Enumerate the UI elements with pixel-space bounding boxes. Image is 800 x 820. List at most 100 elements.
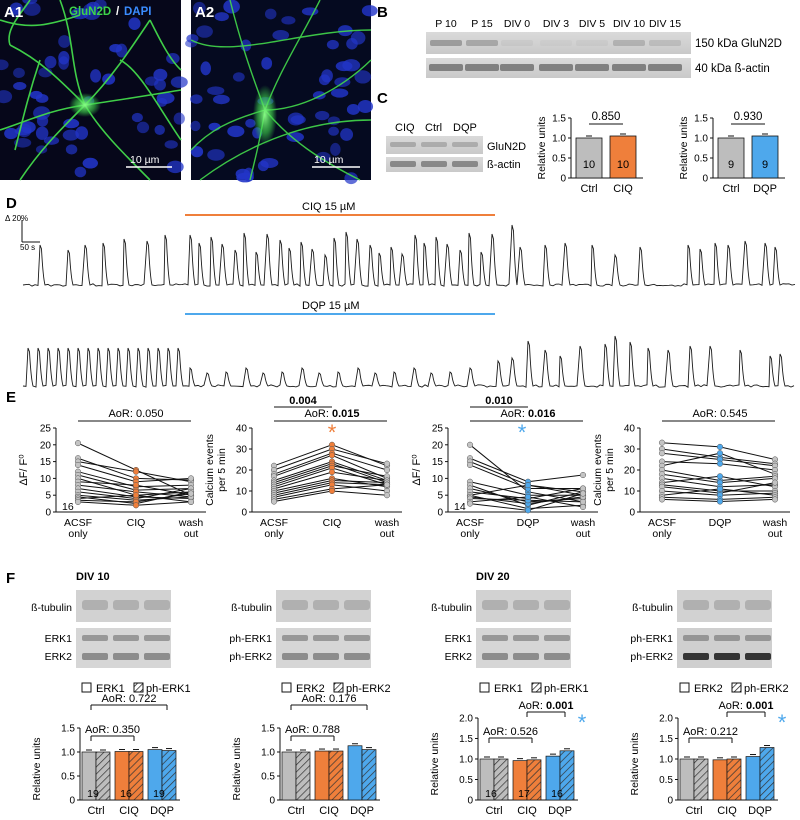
data-point <box>187 475 195 482</box>
x-tick-line: ACSF <box>456 517 484 529</box>
bar-ciq-total <box>314 750 330 801</box>
band <box>452 161 478 167</box>
dapi-nucleus <box>65 144 78 155</box>
y-tick-label: 15 <box>432 457 444 468</box>
p-value: 0.850 <box>592 111 621 123</box>
paired-line <box>469 457 584 483</box>
y-tick-label: 1.5 <box>61 724 75 735</box>
blot-f-label-erk2: ph-ERK2 <box>229 651 272 663</box>
band-actin <box>648 64 682 71</box>
y-tick-label: 5 <box>437 491 443 502</box>
band-erk2 <box>745 653 771 660</box>
band-glun2d <box>613 40 645 46</box>
x-tick-label: wash out <box>762 517 788 540</box>
band-tubulin <box>714 600 740 610</box>
legend-label-solid: ERK2 <box>694 683 723 695</box>
y-tick-label: 40 <box>236 424 248 435</box>
bar-dqp-phospho <box>361 749 377 801</box>
y-tick-label: 10 <box>432 474 444 485</box>
x-tick-label: wash out <box>374 517 400 540</box>
y-axis-label: per 5 min <box>604 448 616 492</box>
band <box>390 161 416 167</box>
y-tick-label: 1.0 <box>552 134 566 145</box>
legend-label-hatched: ph-ERK2 <box>346 683 391 695</box>
dapi-nucleus <box>232 72 245 82</box>
bar-ciq-phospho <box>526 759 542 801</box>
panel-letter-a1: A1 <box>4 4 23 21</box>
blot-b-glun2d <box>426 32 691 54</box>
band-tubulin <box>745 600 771 610</box>
legend-label-solid: ERK1 <box>494 683 523 695</box>
data-point <box>74 461 82 469</box>
data-point <box>658 450 666 457</box>
band-erk2 <box>683 653 709 660</box>
band-actin <box>539 64 573 71</box>
dapi-nucleus <box>287 112 304 126</box>
data-point <box>716 498 724 505</box>
data-point <box>579 471 587 479</box>
data-point <box>383 460 391 467</box>
blot-b-lane-label: P 10 <box>435 18 457 30</box>
aor-label: AoR: 0.176 <box>301 693 356 705</box>
band-erk2 <box>82 653 108 660</box>
band-tubulin <box>683 600 709 610</box>
dapi-nucleus <box>29 90 43 100</box>
y-tick-label: 0.5 <box>61 772 75 783</box>
x-tick-label: CIQ <box>323 517 342 529</box>
dapi-nucleus <box>14 137 32 148</box>
n-label: 19 <box>153 788 165 800</box>
x-tick-label: DQP <box>709 517 732 529</box>
y-tick-label: 0 <box>45 508 51 519</box>
dapi-nucleus <box>315 151 331 163</box>
y-tick-label: 0 <box>667 796 673 807</box>
y-tick-label: 0.5 <box>261 772 275 783</box>
dapi-nucleus <box>90 69 102 83</box>
n-label: 16 <box>120 788 132 800</box>
significance-star: * <box>518 420 527 445</box>
x-tick-label: wash out <box>178 517 204 540</box>
aor-label: AoR: 0.016 <box>500 408 555 420</box>
dapi-nucleus <box>335 61 353 72</box>
dapi-nucleus <box>281 16 296 25</box>
data-point <box>524 482 532 489</box>
dapi-nucleus <box>227 125 245 138</box>
bar-ciq <box>609 135 637 179</box>
band-erk1 <box>144 635 170 641</box>
x-tick-label: CIQ <box>119 805 139 817</box>
panel-letter-a2: A2 <box>195 4 214 21</box>
y-tick-label: 0 <box>241 508 247 519</box>
bar-ciq-total <box>712 759 728 801</box>
x-tick-label: CIQ <box>127 517 146 529</box>
band-erk2 <box>313 653 339 660</box>
dapi-nucleus <box>13 67 25 79</box>
x-tick-label: ACSF only <box>64 517 92 540</box>
blot-b-lane-label: DIV 0 <box>504 18 530 30</box>
f-div20-label: DIV 20 <box>476 571 510 583</box>
bar-ciq-phospho <box>328 750 344 801</box>
x-tick-label: DQP <box>350 805 374 817</box>
n-label: 16 <box>485 788 497 800</box>
n-label: 10 <box>617 159 629 171</box>
band-erk1 <box>745 635 771 641</box>
panel-a1: A1 GluN2D / DAPI 10 µm <box>0 0 188 181</box>
data-point <box>187 490 195 497</box>
aor-value: 0.015 <box>332 408 360 420</box>
bar-dqp-total <box>745 756 761 801</box>
x-tick-label: DQP <box>753 183 777 195</box>
band-erk1 <box>482 635 508 641</box>
blot-f-erk <box>677 628 772 668</box>
dapi-nucleus <box>190 146 204 158</box>
dapi-nucleus <box>200 61 211 76</box>
legend-swatch-hatched <box>333 682 344 693</box>
y-tick-label: 1.0 <box>459 755 473 766</box>
y-axis-label: Relative units <box>231 737 243 800</box>
legend-label-solid: ERK1 <box>96 683 125 695</box>
data-point <box>716 473 724 480</box>
band-actin <box>465 64 499 71</box>
data-point <box>524 493 532 500</box>
n-label: 9 <box>728 159 734 171</box>
dapi-nucleus <box>173 112 185 125</box>
x-tick-label: ACSF only <box>456 517 484 540</box>
bar-dqp-phospho <box>759 747 775 801</box>
data-point <box>658 439 666 446</box>
